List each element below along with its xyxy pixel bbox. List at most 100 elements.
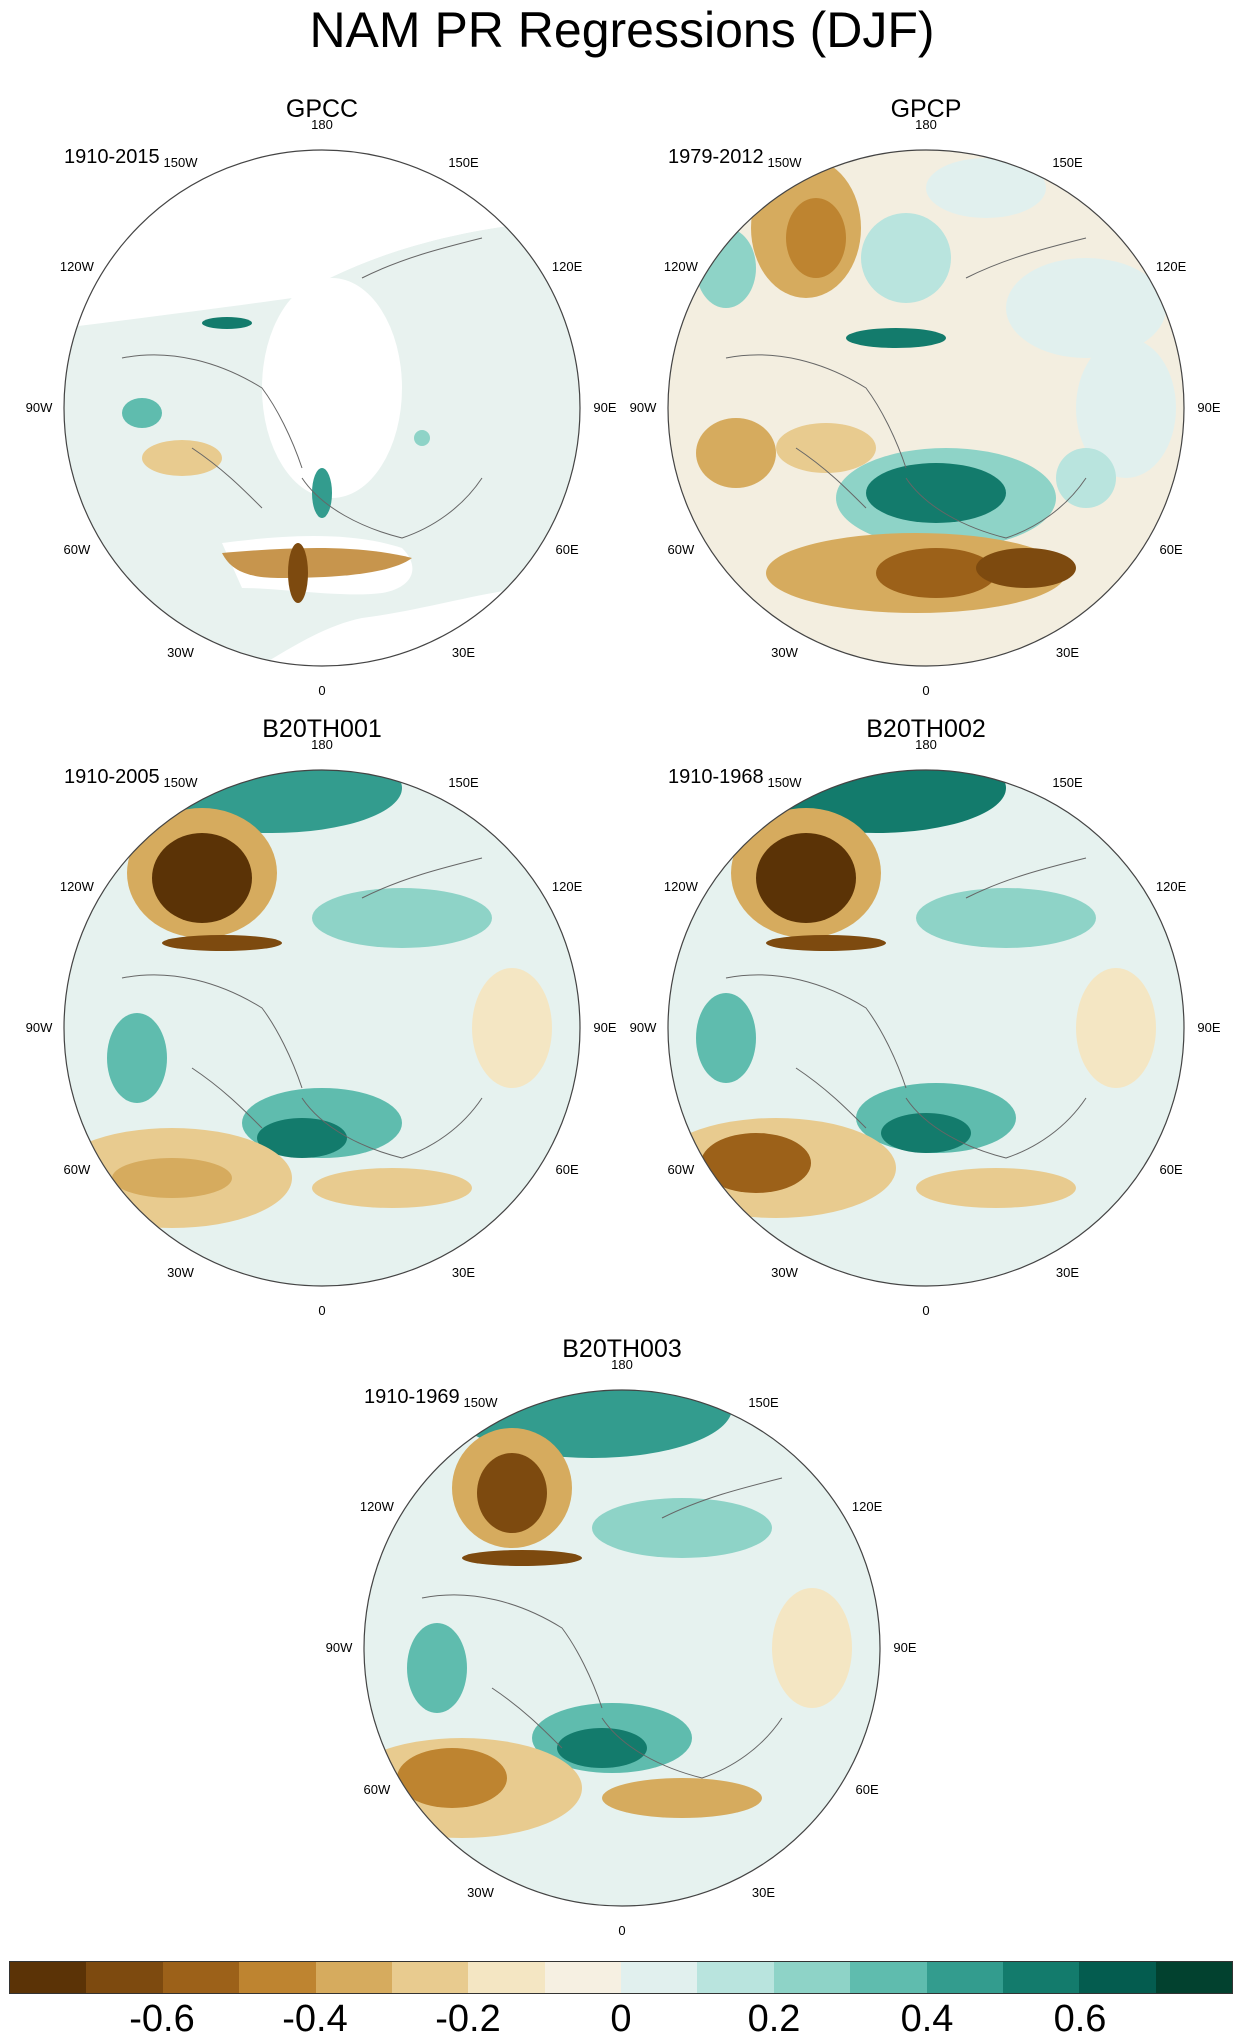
longitude-label: 180 (311, 117, 333, 132)
colorbar-segment (162, 1962, 240, 1993)
polar-map (63, 149, 581, 667)
polar-map (63, 769, 581, 1287)
longitude-label: 0 (922, 683, 930, 698)
colorbar-segment (544, 1962, 621, 1993)
longitude-label: 0 (318, 1303, 326, 1318)
polar-map (667, 149, 1185, 667)
longitude-label: 150W (767, 774, 802, 790)
colorbar-segment (1002, 1962, 1080, 1993)
longitude-label: 120E (851, 1498, 883, 1514)
longitude-label: 120W (59, 878, 94, 894)
longitude-label: 150E (448, 774, 479, 790)
longitude-label: 90E (593, 400, 617, 415)
longitude-label: 120E (1155, 878, 1187, 894)
longitude-label: 90W (629, 1020, 657, 1035)
colorbar-segment (773, 1962, 851, 1993)
longitude-label: 0 (618, 1923, 626, 1938)
longitude-label: 120W (663, 258, 698, 274)
longitude-label: 150W (767, 154, 802, 170)
longitude-label: 120W (663, 878, 698, 894)
period-label: 1910-1969 (364, 1386, 460, 1408)
colorbar-tick-label: 0.2 (747, 1998, 801, 2040)
longitude-label: 30E (751, 1885, 776, 1901)
longitude-label: 30W (167, 1265, 194, 1281)
longitude-label: 60W (63, 541, 91, 557)
colorbar-segment (468, 1962, 545, 1993)
polar-map (363, 1389, 881, 1907)
longitude-label: 150W (463, 1394, 498, 1410)
longitude-label: 60W (63, 1161, 91, 1177)
colorbar-tick-label: -0.4 (282, 1998, 348, 2040)
colorbar-tick-label: -0.2 (435, 1998, 501, 2040)
longitude-label: 90E (1197, 400, 1221, 415)
colorbar-segment (391, 1962, 469, 1993)
longitude-label: 30E (451, 645, 476, 661)
longitude-label: 150W (163, 774, 198, 790)
longitude-label: 90E (1197, 1020, 1221, 1035)
longitude-label: 30E (451, 1265, 476, 1281)
longitude-label: 60W (667, 541, 695, 557)
longitude-label: 60E (555, 1161, 579, 1177)
longitude-label: 150E (1052, 154, 1083, 170)
longitude-label: 120E (551, 258, 583, 274)
longitude-label: 30E (1055, 645, 1080, 661)
longitude-label: 60E (555, 541, 579, 557)
longitude-label: 180 (915, 737, 937, 752)
longitude-label: 30W (167, 645, 194, 661)
period-label: 1910-1968 (668, 766, 764, 788)
colorbar-segment (850, 1962, 927, 1993)
colorbar-segment (697, 1962, 774, 1993)
longitude-label: 180 (611, 1357, 633, 1372)
colorbar-segment (1079, 1962, 1156, 1993)
longitude-label: 120E (551, 878, 583, 894)
longitude-label: 150E (448, 154, 479, 170)
period-label: 1910-2005 (64, 766, 160, 788)
longitude-label: 150E (748, 1394, 779, 1410)
colorbar-segment (86, 1962, 163, 1993)
colorbar-tick-label: 0 (610, 1998, 632, 2040)
colorbar-tick-label: 0.6 (1053, 1998, 1107, 2040)
longitude-label: 30W (771, 645, 798, 661)
longitude-label: 120W (359, 1498, 394, 1514)
figure-title: NAM PR Regressions (DJF) (309, 2, 935, 58)
longitude-label: 60W (667, 1161, 695, 1177)
colorbar (9, 1961, 1233, 1994)
colorbar-tick-label: -0.6 (129, 1998, 195, 2040)
longitude-label: 90W (25, 1020, 53, 1035)
colorbar-segment (926, 1962, 1003, 1993)
longitude-label: 30W (467, 1885, 494, 1901)
panel-title: GPCC (285, 95, 359, 123)
longitude-label: 60E (855, 1781, 879, 1797)
longitude-label: 0 (922, 1303, 930, 1318)
longitude-label: 90W (25, 400, 53, 415)
longitude-label: 60E (1159, 541, 1183, 557)
longitude-label: 0 (318, 683, 326, 698)
period-label: 1979-2012 (668, 146, 764, 168)
longitude-label: 90E (593, 1020, 617, 1035)
longitude-label: 90W (629, 400, 657, 415)
panel-title: B20TH002 (866, 715, 986, 743)
colorbar-segment (1155, 1962, 1232, 1993)
panel-title: B20TH001 (262, 715, 382, 743)
colorbar-segment (315, 1962, 392, 1993)
polar-map (667, 769, 1185, 1287)
longitude-label: 120W (59, 258, 94, 274)
longitude-label: 120E (1155, 258, 1187, 274)
longitude-label: 90E (893, 1640, 917, 1655)
panel-title: GPCP (890, 95, 962, 123)
longitude-label: 180 (311, 737, 333, 752)
longitude-label: 150E (1052, 774, 1083, 790)
colorbar-segment (239, 1962, 316, 1993)
longitude-label: 30W (771, 1265, 798, 1281)
longitude-label: 150W (163, 154, 198, 170)
colorbar-segment (10, 1962, 87, 1993)
longitude-label: 30E (1055, 1265, 1080, 1281)
longitude-label: 60E (1159, 1161, 1183, 1177)
longitude-label: 180 (915, 117, 937, 132)
longitude-label: 60W (363, 1781, 391, 1797)
longitude-label: 90W (325, 1640, 353, 1655)
panel-title: B20TH003 (562, 1335, 682, 1363)
period-label: 1910-2015 (64, 146, 160, 168)
colorbar-tick-label: 0.4 (900, 1998, 954, 2040)
colorbar-segment (621, 1962, 698, 1993)
